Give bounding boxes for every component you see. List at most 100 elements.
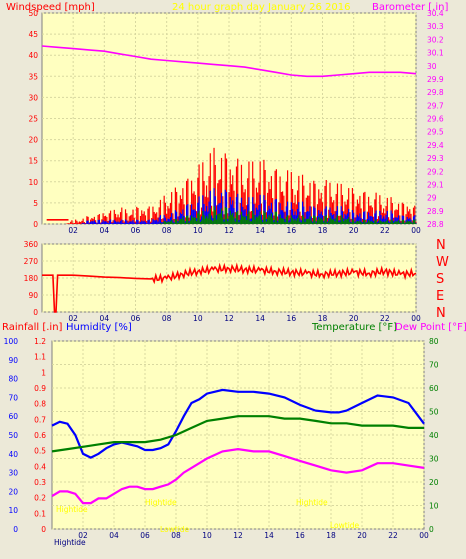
barometer-tick-label: 29.2	[427, 167, 444, 176]
dewpoint-line	[51, 447, 425, 505]
rainfall-tick-label: 0.5	[34, 447, 46, 456]
windspeed-tick-label: 15	[28, 157, 38, 166]
windspeed-tick-label: 25	[28, 115, 38, 124]
humidity-tick-label: 0	[13, 525, 18, 534]
x-tick-label: 16	[287, 226, 297, 235]
x-tick-label: 06	[140, 531, 150, 540]
windspeed-tick-label: 35	[28, 72, 38, 81]
rainfall-tick-label: 0.2	[34, 494, 46, 503]
chart-title: 24 hour graph day January 26 2016	[172, 2, 350, 13]
x-tick-label: 02	[68, 226, 78, 235]
barometer-tick-label: 30.2	[427, 35, 444, 44]
x-tick-label: 16	[287, 314, 297, 323]
x-tick-label: 22	[380, 314, 390, 323]
windspeed-tick-label: 5	[33, 199, 38, 208]
barometer-tick-label: 30	[427, 62, 437, 71]
rainfall-tick-label: 0.6	[34, 431, 46, 440]
rainfall-tick-label: 0.8	[34, 400, 46, 409]
barometer-axis-title: Barometer [.in]	[372, 2, 448, 13]
rainfall-tick-label: 0.9	[34, 384, 46, 393]
x-tick-label: 18	[318, 226, 328, 235]
x-tick-label: 18	[326, 531, 336, 540]
tick-labels: 0510152025303540455028.828.92929.129.229…	[4, 9, 449, 540]
dewpoint-axis-title: Dew Point [°F]	[395, 322, 466, 333]
temperature-tick-label: 80	[429, 337, 439, 346]
compass-label: E	[436, 289, 444, 304]
compass-label: N	[436, 306, 446, 321]
x-tick-label: 10	[202, 531, 212, 540]
windspeed-tick-label: 30	[28, 93, 38, 102]
x-tick-label: 04	[109, 531, 119, 540]
x-tick-label: 00	[419, 531, 429, 540]
x-tick-label: 16	[295, 531, 305, 540]
humidity-tick-label: 20	[8, 487, 18, 496]
x-tick-label: 08	[162, 314, 172, 323]
windspeed-tick-label: 40	[28, 51, 38, 60]
x-tick-label: 20	[349, 226, 359, 235]
rainfall-tick-label: 0	[41, 525, 46, 534]
x-tick-label: 10	[193, 226, 203, 235]
x-tick-label: 14	[255, 314, 265, 323]
x-tick-label: 02	[78, 531, 88, 540]
tide-label: Lowtide	[330, 521, 360, 530]
humidity-tick-label: 30	[8, 469, 18, 478]
humidity-tick-label: 90	[8, 356, 18, 365]
temperature-line	[51, 415, 424, 453]
windspeed-tick-label: 20	[28, 136, 38, 145]
tide-label: Lowtide	[160, 525, 190, 534]
temperature-tick-label: 10	[429, 502, 439, 511]
x-tick-label: 18	[318, 314, 328, 323]
temperature-tick-label: 70	[429, 361, 439, 370]
x-tick-label: 04	[100, 314, 110, 323]
temperature-tick-label: 50	[429, 408, 439, 417]
compass-label: W	[436, 255, 449, 270]
x-tick-label: 10	[193, 314, 203, 323]
barometer-tick-label: 29.3	[427, 154, 444, 163]
rainfall-tick-label: 1.2	[34, 337, 46, 346]
barometer-tick-label: 28.8	[427, 220, 444, 229]
x-tick-label: 22	[388, 531, 398, 540]
direction-tick-label: 90	[28, 291, 38, 300]
rainfall-tick-label: 0.7	[34, 415, 46, 424]
x-tick-label: 08	[171, 531, 181, 540]
direction-tick-label: 360	[24, 240, 39, 249]
x-tick-label: 14	[255, 226, 265, 235]
rainfall-tick-label: 1	[41, 368, 46, 377]
windspeed-tick-label: 50	[28, 9, 38, 18]
compass-label: N	[436, 238, 446, 253]
rainfall-tick-label: 0.3	[34, 478, 46, 487]
tide-label: Hightide	[145, 498, 177, 507]
humidity-tick-label: 40	[8, 450, 18, 459]
x-tick-label: 04	[100, 226, 110, 235]
tide-label: Hightide	[296, 498, 328, 507]
temperature-axis-title: Temperature [°F]	[311, 322, 397, 333]
x-tick-label: 20	[357, 531, 367, 540]
humidity-axis-title: Humidity [%]	[66, 322, 132, 333]
barometer-tick-label: 30.4	[427, 9, 444, 18]
x-tick-label: 14	[264, 531, 274, 540]
direction-tick-label: 270	[24, 257, 39, 266]
windspeed-tick-label: 0	[33, 220, 38, 229]
x-tick-label: 22	[380, 226, 390, 235]
barometer-tick-label: 29.8	[427, 88, 444, 97]
x-tick-label: 12	[224, 314, 234, 323]
humidity-line	[51, 388, 425, 459]
tide-label-bottom: Hightide	[54, 538, 86, 547]
temperature-tick-label: 30	[429, 455, 439, 464]
barometer-tick-label: 29.1	[427, 180, 444, 189]
barometer-tick-label: 29	[427, 194, 437, 203]
rainfall-axis-title: Rainfall [.in]	[2, 322, 63, 333]
windspeed-axis-title: Windspeed [mph]	[6, 2, 95, 13]
tide-label: Hightide	[56, 505, 88, 514]
x-tick-label: 00	[411, 314, 421, 323]
barometer-tick-label: 29.5	[427, 128, 444, 137]
x-tick-label: 00	[411, 226, 421, 235]
x-tick-label: 12	[233, 531, 243, 540]
chart-marks	[41, 45, 425, 505]
temperature-tick-label: 40	[429, 431, 439, 440]
compass-label: S	[436, 272, 444, 287]
x-tick-label: 12	[224, 226, 234, 235]
rainfall-tick-label: 1.1	[34, 353, 46, 362]
barometer-tick-label: 29.9	[427, 75, 444, 84]
